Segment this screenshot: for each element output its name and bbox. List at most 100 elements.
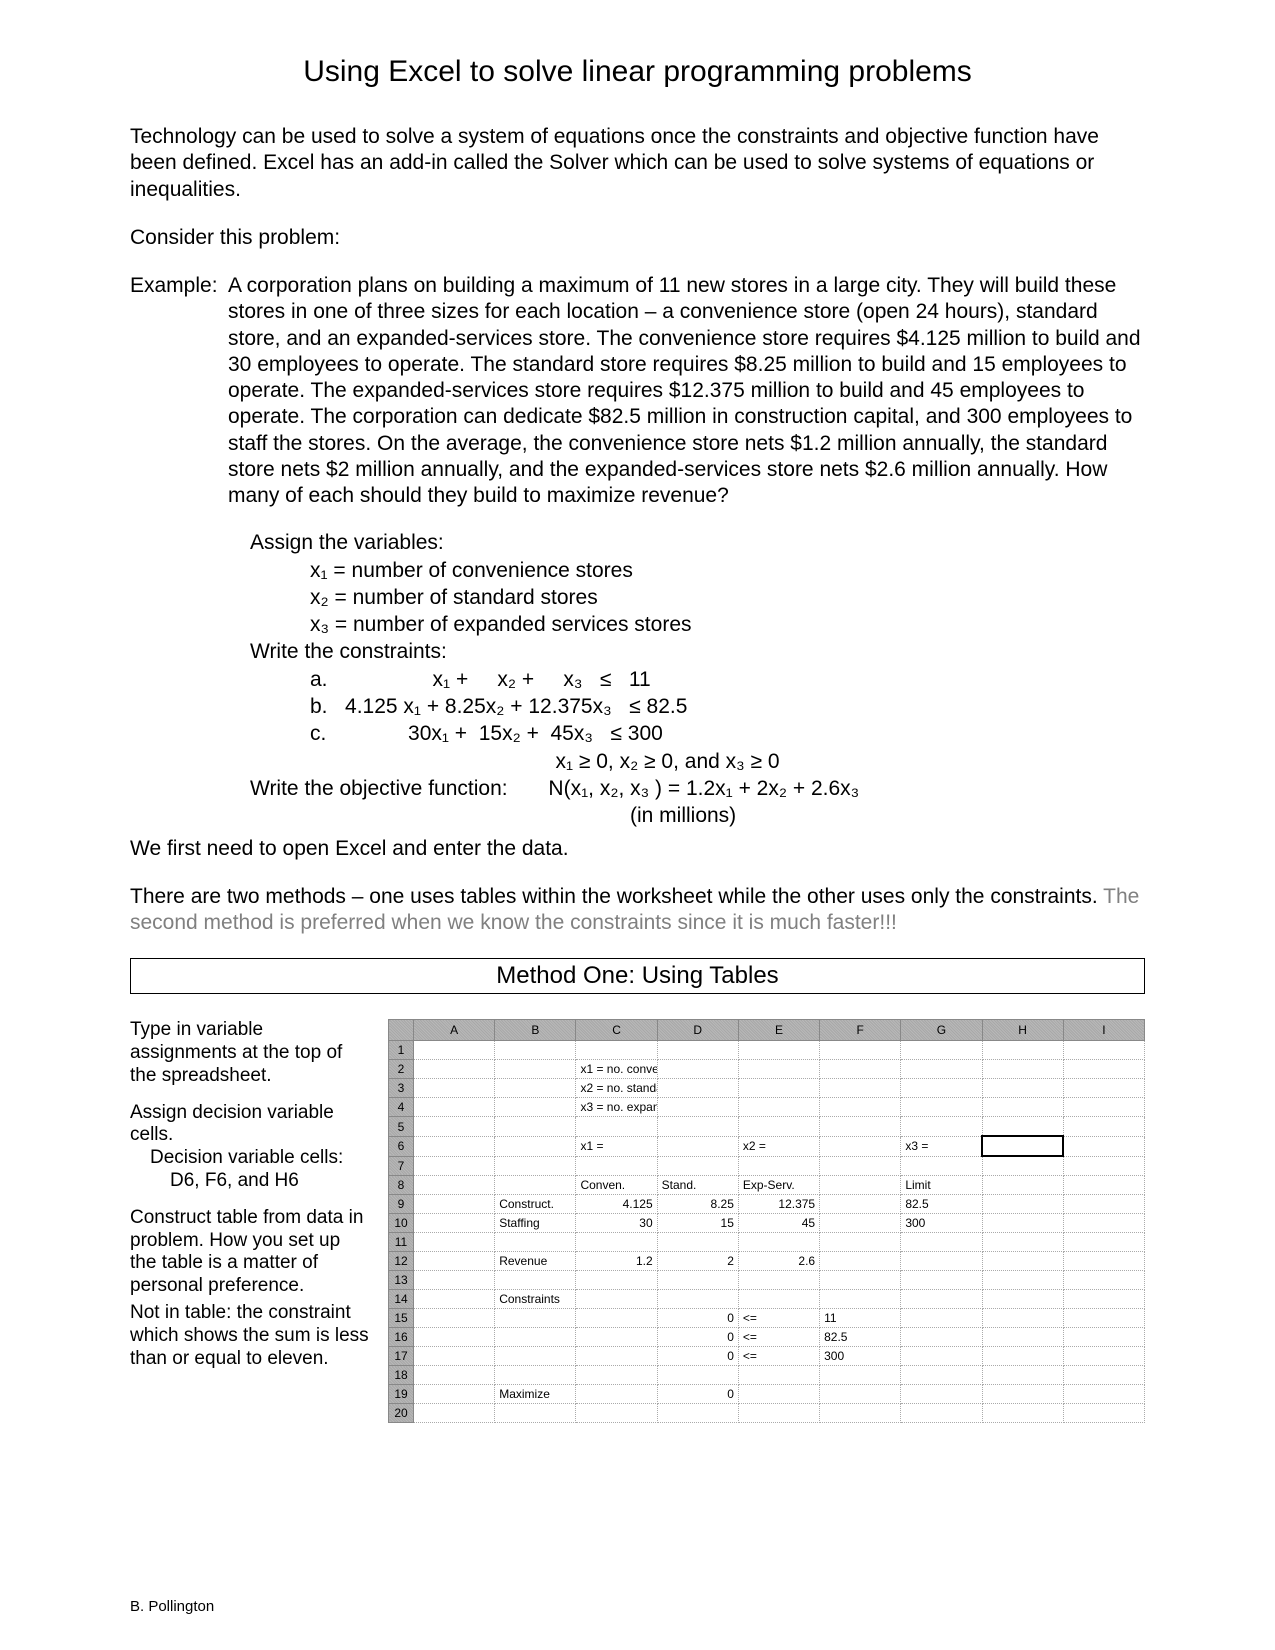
cell[interactable] [982, 1347, 1063, 1366]
cell[interactable]: 11 [820, 1309, 901, 1328]
cell[interactable]: Constraints [495, 1290, 576, 1309]
cell[interactable] [495, 1176, 576, 1195]
cell[interactable] [495, 1328, 576, 1347]
cell[interactable]: <= [738, 1328, 819, 1347]
cell[interactable] [414, 1347, 495, 1366]
cell[interactable] [414, 1271, 495, 1290]
row-number[interactable]: 20 [389, 1404, 414, 1423]
cell[interactable] [982, 1328, 1063, 1347]
cell[interactable] [495, 1041, 576, 1060]
cell[interactable] [414, 1079, 495, 1098]
cell[interactable] [495, 1347, 576, 1366]
cell[interactable] [1063, 1404, 1144, 1423]
cell[interactable] [820, 1195, 901, 1214]
cell[interactable] [820, 1041, 901, 1060]
row-number[interactable]: 7 [389, 1156, 414, 1176]
cell[interactable]: 82.5 [820, 1328, 901, 1347]
cell[interactable] [576, 1271, 657, 1290]
cell[interactable] [576, 1347, 657, 1366]
cell[interactable] [901, 1271, 982, 1290]
cell[interactable] [820, 1136, 901, 1156]
cell[interactable]: 1.2 [576, 1252, 657, 1271]
cell[interactable] [657, 1404, 738, 1423]
cell[interactable]: Conven. [576, 1176, 657, 1195]
cell[interactable] [657, 1156, 738, 1176]
cell[interactable] [576, 1309, 657, 1328]
cell[interactable] [738, 1098, 819, 1117]
row-number[interactable]: 14 [389, 1290, 414, 1309]
row-number[interactable]: 2 [389, 1060, 414, 1079]
cell[interactable] [414, 1233, 495, 1252]
row-number[interactable]: 11 [389, 1233, 414, 1252]
cell[interactable] [820, 1214, 901, 1233]
row-number[interactable]: 18 [389, 1366, 414, 1385]
cell[interactable] [576, 1290, 657, 1309]
cell[interactable] [657, 1041, 738, 1060]
row-number[interactable]: 15 [389, 1309, 414, 1328]
cell[interactable] [982, 1176, 1063, 1195]
cell[interactable] [738, 1271, 819, 1290]
cell[interactable]: Staffing [495, 1214, 576, 1233]
row-number[interactable]: 4 [389, 1098, 414, 1117]
cell[interactable]: Exp-Serv. [738, 1176, 819, 1195]
cell[interactable]: 2.6 [738, 1252, 819, 1271]
corner-cell[interactable] [389, 1020, 414, 1041]
cell[interactable] [414, 1290, 495, 1309]
cell[interactable] [576, 1233, 657, 1252]
col-B[interactable]: B [495, 1020, 576, 1041]
cell[interactable] [738, 1079, 819, 1098]
cell[interactable] [657, 1136, 738, 1156]
cell[interactable] [820, 1176, 901, 1195]
cell[interactable] [1063, 1176, 1144, 1195]
row-number[interactable]: 1 [389, 1041, 414, 1060]
cell[interactable] [982, 1366, 1063, 1385]
cell[interactable] [901, 1404, 982, 1423]
cell[interactable]: 30 [576, 1214, 657, 1233]
cell[interactable] [1063, 1252, 1144, 1271]
cell[interactable] [738, 1156, 819, 1176]
cell[interactable]: x2 = no. standard stores [576, 1079, 657, 1098]
cell[interactable] [495, 1271, 576, 1290]
cell[interactable] [982, 1233, 1063, 1252]
cell[interactable] [738, 1060, 819, 1079]
cell[interactable] [414, 1060, 495, 1079]
cell[interactable]: x3 = [901, 1136, 982, 1156]
cell[interactable] [1063, 1079, 1144, 1098]
cell[interactable] [982, 1079, 1063, 1098]
cell[interactable] [982, 1136, 1063, 1156]
cell[interactable] [901, 1366, 982, 1385]
cell[interactable]: 45 [738, 1214, 819, 1233]
cell[interactable] [1063, 1136, 1144, 1156]
cell[interactable] [414, 1156, 495, 1176]
cell[interactable] [901, 1098, 982, 1117]
cell[interactable] [1063, 1195, 1144, 1214]
cell[interactable] [982, 1195, 1063, 1214]
row-number[interactable]: 12 [389, 1252, 414, 1271]
cell[interactable] [495, 1079, 576, 1098]
cell[interactable] [901, 1328, 982, 1347]
cell[interactable] [1063, 1290, 1144, 1309]
cell[interactable] [414, 1214, 495, 1233]
cell[interactable] [738, 1366, 819, 1385]
cell[interactable] [495, 1136, 576, 1156]
cell[interactable] [820, 1252, 901, 1271]
row-number[interactable]: 19 [389, 1385, 414, 1404]
row-number[interactable]: 9 [389, 1195, 414, 1214]
col-I[interactable]: I [1063, 1020, 1144, 1041]
cell[interactable] [1063, 1060, 1144, 1079]
spreadsheet-table[interactable]: A B C D E F G H I 12x1 = no. convenience… [388, 1019, 1145, 1423]
cell[interactable] [901, 1041, 982, 1060]
col-H[interactable]: H [982, 1020, 1063, 1041]
cell[interactable] [414, 1098, 495, 1117]
cell[interactable]: 8.25 [657, 1195, 738, 1214]
cell[interactable] [495, 1309, 576, 1328]
cell[interactable] [738, 1117, 819, 1137]
cell[interactable]: 300 [901, 1214, 982, 1233]
cell[interactable] [495, 1366, 576, 1385]
cell[interactable] [820, 1366, 901, 1385]
cell[interactable] [657, 1079, 738, 1098]
cell[interactable] [901, 1233, 982, 1252]
cell[interactable]: Limit [901, 1176, 982, 1195]
cell[interactable] [414, 1328, 495, 1347]
cell[interactable] [738, 1041, 819, 1060]
